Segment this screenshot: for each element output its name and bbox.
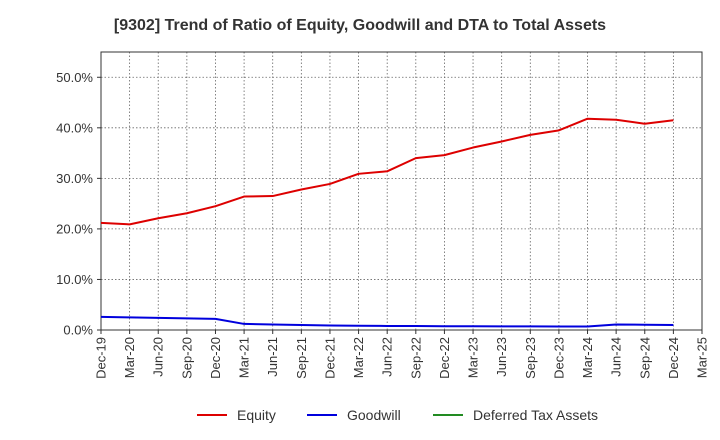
- series: [100, 117, 674, 328]
- x-tick-label: Dec-19: [94, 337, 109, 379]
- x-tick-label: Jun-20: [151, 337, 166, 377]
- x-tick-label: Dec-22: [437, 337, 452, 379]
- x-tick-label: Sep-23: [523, 337, 538, 379]
- y-tick-label: 30.0%: [56, 171, 93, 186]
- y-tick-label: 0.0%: [63, 323, 93, 338]
- x-tick-label: Sep-22: [408, 337, 423, 379]
- legend-label-equity: Equity: [237, 407, 276, 423]
- series-line-equity: [100, 117, 674, 226]
- x-tick-label: Sep-20: [179, 337, 194, 379]
- x-tick-label: Mar-25: [695, 337, 710, 378]
- x-axis: Dec-19 Mar-20 Jun-20 Sep-20 Dec-20 Mar-21 Jun-…: [94, 330, 710, 379]
- x-tick-label: Mar-20: [122, 337, 137, 378]
- x-tick-label: Sep-21: [294, 337, 309, 379]
- y-tick-label: 40.0%: [56, 120, 93, 135]
- grid: [101, 52, 702, 330]
- x-tick-label: Mar-22: [351, 337, 366, 378]
- x-tick-label: Dec-24: [666, 337, 681, 379]
- x-tick-label: Mar-23: [466, 337, 481, 378]
- x-tick-label: Jun-23: [494, 337, 509, 377]
- y-tick-label: 20.0%: [56, 221, 93, 236]
- x-tick-label: Dec-23: [551, 337, 566, 379]
- x-tick-label: Sep-24: [637, 337, 652, 379]
- x-tick-label: Jun-22: [380, 337, 395, 377]
- series-line-goodwill: [100, 315, 674, 328]
- legend-label-goodwill: Goodwill: [347, 407, 401, 423]
- y-tick-label: 50.0%: [56, 70, 93, 85]
- legend-label-deferred-tax-assets: Deferred Tax Assets: [473, 407, 598, 423]
- y-tick-label: 10.0%: [56, 272, 93, 287]
- x-tick-label: Dec-20: [208, 337, 223, 379]
- y-axis: 0.0% 10.0% 20.0% 30.0% 40.0% 50.0%: [56, 70, 101, 338]
- legend: Equity Goodwill Deferred Tax Assets: [197, 407, 598, 423]
- x-tick-label: Jun-24: [609, 337, 624, 377]
- x-tick-label: Mar-24: [580, 337, 595, 378]
- x-tick-label: Mar-21: [237, 337, 252, 378]
- x-tick-label: Dec-21: [322, 337, 337, 379]
- chart-title: [9302] Trend of Ratio of Equity, Goodwil…: [114, 17, 606, 34]
- x-tick-label: Jun-21: [265, 337, 280, 377]
- plot-area: [100, 51, 703, 331]
